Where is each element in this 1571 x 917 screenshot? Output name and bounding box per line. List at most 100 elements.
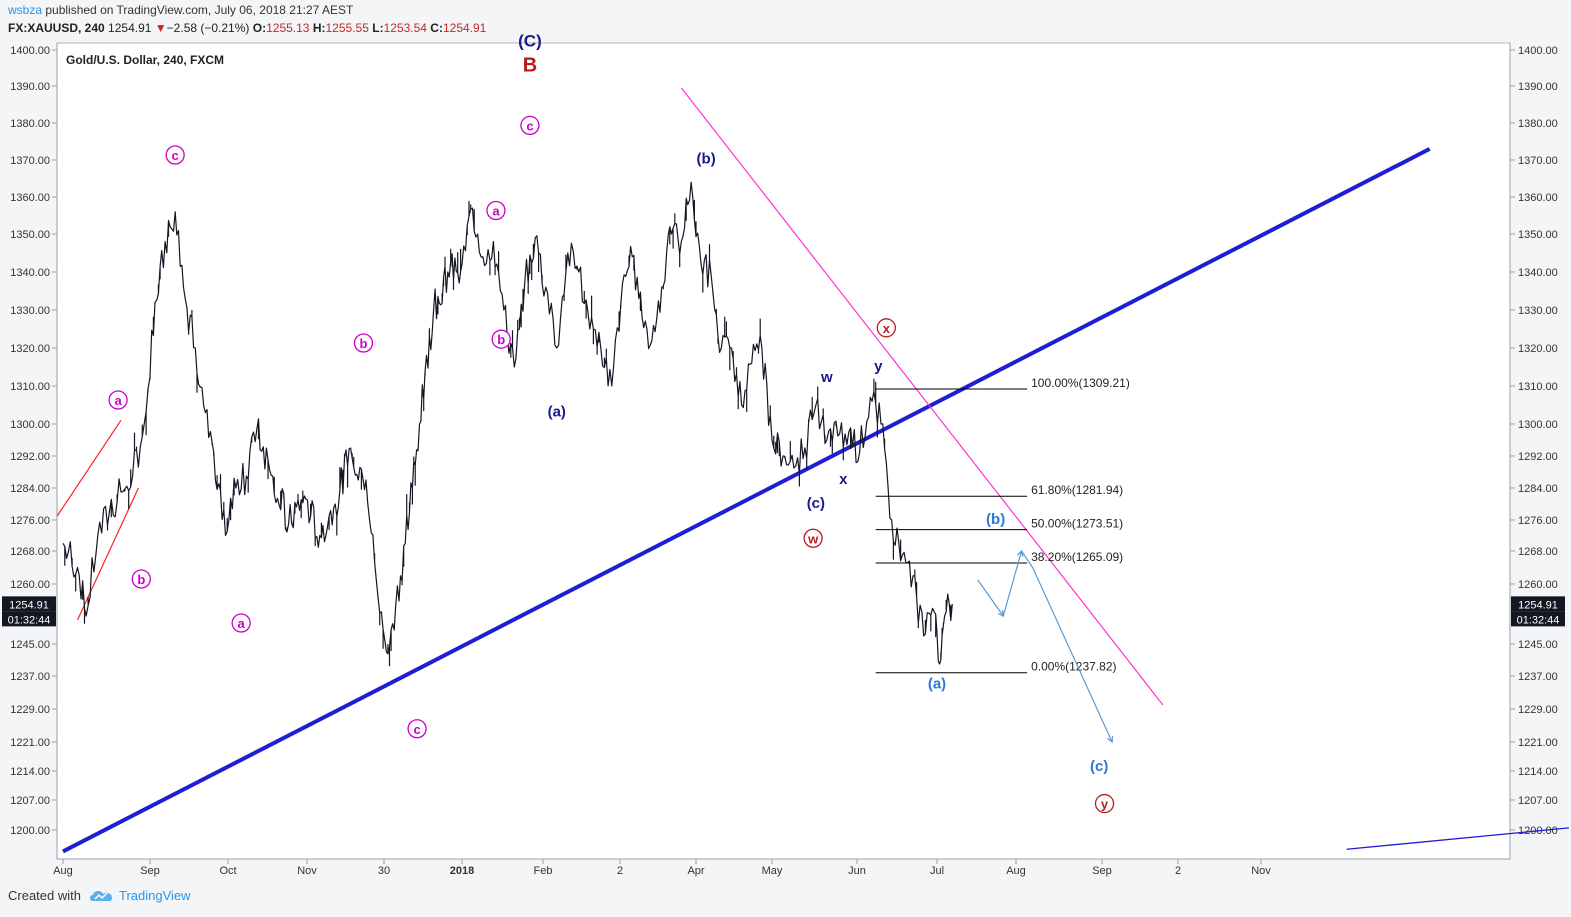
y-tick-label: 1276.00 [1518, 515, 1558, 527]
right-price-axis[interactable]: 1200.001207.001214.001221.001229.001237.… [1510, 45, 1558, 837]
wave-label[interactable]: (c) [807, 495, 825, 512]
resistance-trendline[interactable] [680, 87, 1164, 706]
x-tick-label: 30 [378, 865, 390, 877]
fib-level-label: 100.00%(1309.21) [1031, 376, 1130, 390]
x-tick-label: 2 [617, 865, 623, 877]
fib-level-label: 38.20%(1265.09) [1031, 550, 1123, 564]
trend-lines[interactable] [56, 87, 1569, 854]
author-link[interactable]: wsbza [8, 3, 43, 17]
wave-label[interactable]: c [172, 148, 179, 163]
wave-label[interactable]: w [807, 531, 819, 546]
y-tick-label: 1221.00 [1518, 737, 1558, 749]
plot-area[interactable] [56, 42, 1511, 860]
y-tick-label: 1300.00 [10, 419, 50, 431]
price-series [62, 181, 953, 667]
open-value: 1255.13 [266, 21, 310, 35]
last-price: 1254.91 [108, 21, 152, 35]
wave-label[interactable]: (b) [986, 511, 1005, 528]
close-value: 1254.91 [442, 21, 487, 35]
y-tick-label: 1340.00 [1518, 267, 1558, 279]
wave-label-circle [231, 613, 251, 633]
y-tick-label: 1300.00 [1518, 419, 1558, 431]
y-tick-label: 1360.00 [10, 192, 50, 204]
y-tick-label: 1245.00 [1518, 639, 1558, 651]
time-axis[interactable]: Aug Sep Oct Nov 30 2018 Feb 2 Apr May Jun Jul Aug Sep… [53, 859, 1271, 877]
close-label: C: [430, 21, 443, 35]
wave-label[interactable]: w [820, 369, 833, 386]
symbol-label[interactable]: FX:XAUUSD, 240 [8, 21, 105, 35]
y-tick-label: 1214.00 [10, 766, 50, 778]
wave-label-circle [353, 333, 374, 353]
wave-label[interactable]: x [883, 321, 891, 336]
y-tick-label: 1237.00 [1518, 671, 1558, 683]
diagonal-upper-trendline[interactable] [56, 419, 122, 517]
y-tick-label: 1229.00 [10, 704, 50, 716]
down-triangle-icon: ▼ [154, 21, 167, 35]
right-price-badge [1511, 596, 1565, 612]
wave-label[interactable]: y [874, 358, 883, 375]
wave-label[interactable]: (C) [518, 31, 542, 50]
wave-label[interactable]: c [413, 722, 420, 737]
wave-label[interactable]: (b) [697, 151, 716, 168]
y-tick-label: 1370.00 [1518, 155, 1558, 167]
wave-label[interactable]: (a) [928, 675, 946, 692]
fib-level-label: 61.80%(1281.94) [1031, 483, 1123, 497]
wave-label[interactable]: x [839, 471, 848, 488]
right-countdown-badge [1511, 611, 1565, 627]
y-tick-label: 1370.00 [10, 155, 50, 167]
wave-label[interactable]: (c) [1090, 758, 1108, 775]
y-tick-label: 1310.00 [10, 381, 50, 393]
x-tick-label: Aug [1006, 865, 1026, 877]
left-countdown-badge [2, 611, 56, 627]
tradingview-link[interactable]: TradingView [118, 888, 191, 903]
y-tick-label: 1260.00 [1518, 579, 1558, 591]
wave-label[interactable]: b [137, 572, 145, 587]
x-tick-label: May [762, 865, 783, 877]
wave-label[interactable]: b [359, 336, 367, 351]
y-tick-label: 1292.00 [1518, 451, 1558, 463]
created-with-text: Created with [8, 888, 81, 903]
ohlc-line: FX:XAUUSD, 240 1254.91 ▼−2.58 (−0.21%) O… [8, 21, 486, 35]
support-trendline[interactable] [62, 147, 1431, 854]
fib-level-label: 50.00%(1273.51) [1031, 517, 1123, 531]
lower-right-trendline[interactable] [1346, 827, 1569, 850]
y-tick-label: 1330.00 [10, 305, 50, 317]
wave-label[interactable]: y [1101, 797, 1109, 812]
price-change: −2.58 (−0.21%) [166, 21, 250, 35]
fib-level-label: 0.00%(1237.82) [1031, 660, 1116, 674]
y-tick-label: 1292.00 [10, 451, 50, 463]
x-tick-label: Nov [1251, 865, 1271, 877]
wave-label-circle [108, 390, 128, 410]
fib-retracement[interactable]: 100.00%(1309.21) 61.80%(1281.94) 50.00%(12… [875, 376, 1130, 674]
x-tick-label: Jul [930, 865, 944, 877]
wave-label[interactable]: B [523, 55, 537, 77]
left-price-badge-value: 1254.91 [9, 599, 49, 611]
wave-label[interactable]: a [114, 393, 122, 408]
wave-label-circle [1094, 793, 1115, 814]
low-label: L: [372, 21, 384, 35]
x-tick-label: Jun [848, 865, 866, 877]
y-tick-label: 1390.00 [1518, 81, 1558, 93]
y-tick-label: 1260.00 [10, 579, 50, 591]
wave-label[interactable]: a [492, 204, 500, 219]
y-tick-label: 1320.00 [10, 343, 50, 355]
wave-label[interactable]: a [238, 616, 246, 631]
y-tick-label: 1380.00 [10, 118, 50, 130]
wave-label[interactable]: c [526, 118, 533, 133]
y-tick-label: 1340.00 [10, 267, 50, 279]
y-tick-label: 1380.00 [1518, 118, 1558, 130]
tradingview-logo-icon[interactable] [89, 889, 113, 903]
wave-label[interactable]: b [497, 332, 505, 347]
wave-label[interactable]: (a) [548, 403, 566, 420]
left-price-axis[interactable]: 1200.00 1207.00 1214.00 1221.00 1229.00 1237.… [10, 45, 57, 837]
y-tick-label: 1320.00 [1518, 343, 1558, 355]
wave-label-circle [520, 115, 540, 136]
y-tick-label: 1214.00 [1518, 766, 1558, 778]
y-tick-label: 1284.00 [10, 483, 50, 495]
left-price-badge [2, 596, 56, 612]
left-countdown-value: 01:32:44 [8, 614, 51, 626]
projection-path[interactable] [977, 549, 1114, 744]
x-tick-label: Oct [219, 865, 236, 877]
wave-labels[interactable]: (C) Bc c a b b a b a c (b) (a) (c) w x y x w y (b) (a) (c) [108, 31, 1115, 814]
